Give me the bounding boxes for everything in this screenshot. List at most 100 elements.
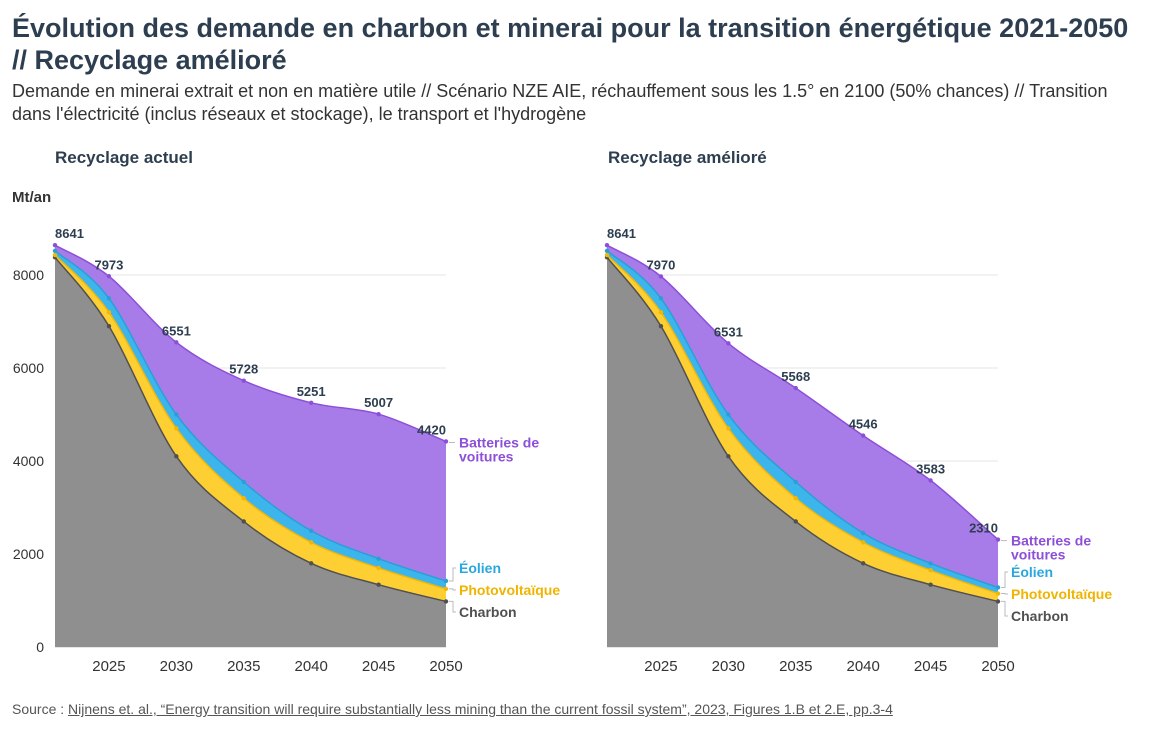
data-point — [658, 296, 664, 301]
data-point — [443, 586, 449, 592]
data-point — [52, 252, 58, 258]
end-label-batteries: voitures — [1011, 547, 1066, 563]
total-value-label: 5728 — [229, 362, 258, 377]
area--olien — [607, 250, 998, 594]
total-value-label: 5007 — [364, 395, 393, 410]
data-point — [793, 496, 798, 501]
data-point — [658, 274, 664, 279]
y-tick-label: 0 — [36, 639, 44, 655]
data-point — [860, 561, 866, 566]
data-point — [174, 426, 179, 431]
data-point — [376, 565, 381, 571]
x-tick-label: 2035 — [779, 658, 812, 675]
y-axis-unit: Mt/an — [12, 189, 52, 206]
total-value-label: 8641 — [607, 226, 636, 241]
data-point — [241, 378, 246, 383]
data-point — [308, 400, 314, 406]
source-note: Source : Nijnens et. al., “Energy transi… — [12, 701, 893, 717]
end-label-batteries: Batteries de — [459, 434, 539, 450]
data-point — [308, 540, 314, 545]
end-label-charbon: Charbon — [1011, 608, 1069, 624]
total-value-label: 7973 — [94, 257, 123, 272]
data-point — [376, 411, 381, 417]
panel-title-left: Recyclage actuel — [55, 148, 193, 167]
data-point — [995, 537, 1001, 542]
total-value-label: 4420 — [417, 422, 446, 437]
total-value-label: 6551 — [162, 323, 191, 338]
total-value-label: 7970 — [646, 257, 675, 272]
x-tick-label: 2025 — [92, 658, 125, 675]
data-point — [443, 439, 449, 444]
panel-title-right: Recyclage amélioré — [608, 148, 767, 167]
x-tick-label: 2045 — [362, 658, 395, 675]
data-point — [928, 582, 933, 587]
data-point — [860, 433, 866, 438]
data-point — [658, 323, 664, 329]
data-point — [928, 568, 933, 573]
total-value-label: 6531 — [714, 324, 743, 339]
x-tick-label: 2035 — [227, 658, 260, 675]
data-point — [726, 412, 731, 417]
y-tick-label: 6000 — [13, 360, 44, 376]
data-point — [174, 340, 179, 345]
data-point — [106, 274, 112, 279]
x-tick-label: 2040 — [846, 658, 879, 675]
area-charbon — [607, 257, 998, 647]
data-point — [376, 556, 381, 561]
end-label-eolien: Éolien — [459, 560, 501, 576]
data-point — [52, 248, 58, 254]
x-tick-label: 2030 — [712, 658, 745, 675]
label-leader — [449, 588, 456, 591]
data-point — [658, 310, 664, 315]
data-point — [604, 252, 610, 258]
y-tick-label: 4000 — [13, 453, 44, 469]
label-leader — [449, 567, 456, 582]
data-point — [241, 479, 246, 485]
data-point — [793, 519, 798, 524]
x-tick-label: 2050 — [981, 658, 1014, 675]
data-point — [726, 426, 731, 431]
data-point — [726, 341, 731, 346]
total-value-label: 5251 — [297, 384, 326, 399]
data-point — [793, 479, 798, 485]
end-label-photovoltaique: Photovoltaïque — [1011, 586, 1112, 602]
data-point — [604, 248, 610, 254]
end-label-batteries: voitures — [459, 448, 514, 464]
data-point — [106, 310, 112, 315]
data-point — [443, 599, 449, 604]
data-point — [106, 296, 112, 301]
data-point — [308, 561, 314, 566]
x-tick-label: 2025 — [644, 658, 677, 675]
area--olien — [55, 250, 446, 589]
data-point — [726, 454, 731, 459]
total-value-label: 2310 — [969, 521, 998, 536]
source-link[interactable]: Nijnens et. al., “Energy transition will… — [68, 701, 893, 717]
data-point — [308, 528, 314, 533]
data-point — [860, 530, 866, 536]
end-label-charbon: Charbon — [459, 604, 517, 620]
data-point — [52, 242, 58, 248]
end-label-photovoltaique: Photovoltaïque — [459, 582, 560, 598]
data-point — [241, 496, 246, 501]
data-point — [604, 242, 610, 248]
total-value-label: 5568 — [781, 369, 810, 384]
total-value-label: 8641 — [55, 226, 84, 241]
data-point — [995, 585, 1001, 590]
end-label-batteries: Batteries de — [1011, 533, 1091, 549]
y-tick-label: 8000 — [13, 267, 44, 283]
chart-subtitle: Demande en minerai extrait et non en mat… — [12, 81, 1108, 124]
source-prefix: Source : — [12, 701, 69, 717]
data-point — [995, 591, 1001, 596]
data-point — [241, 519, 246, 524]
area-charbon — [55, 257, 446, 647]
data-point — [106, 323, 112, 329]
chart-title: Évolution des demande en charbon et mine… — [12, 13, 1129, 75]
data-point — [376, 582, 381, 587]
data-point — [928, 561, 933, 566]
data-point — [928, 478, 933, 483]
end-label-eolien: Éolien — [1011, 564, 1053, 580]
area-batteries-de-voitures — [55, 245, 446, 581]
label-leader — [1001, 600, 1008, 617]
area-batteries-de-voitures — [607, 245, 998, 588]
